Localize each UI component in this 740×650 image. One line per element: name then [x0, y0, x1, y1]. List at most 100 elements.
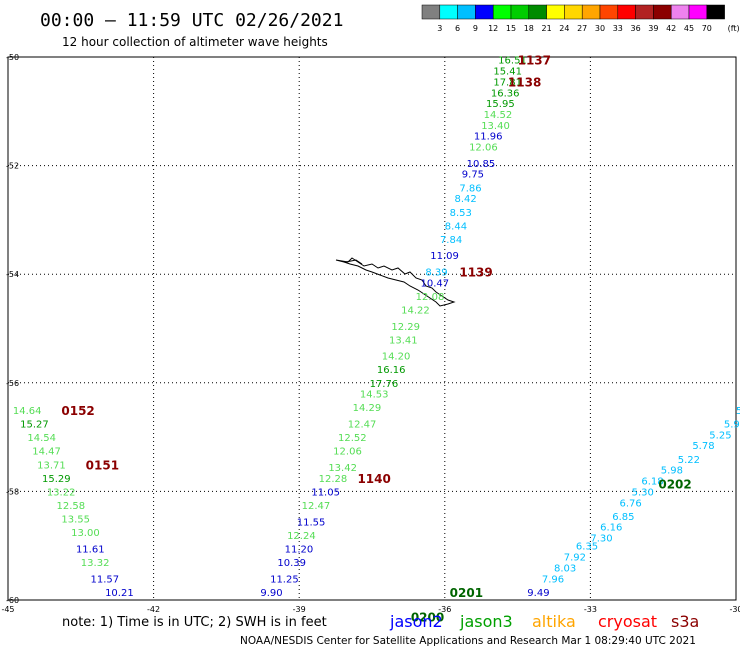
legend-swatch	[528, 4, 547, 20]
note-text: note: 1) Time is in UTC; 2) SWH is in fe…	[62, 615, 327, 630]
wave-height-label: 13.71	[37, 460, 66, 471]
wave-height-label: 14.20	[382, 352, 411, 363]
wave-height-label: 11.25	[270, 574, 299, 585]
legend-swatch	[617, 4, 636, 20]
wave-height-label: 5.78	[692, 441, 714, 452]
wave-height-label: 12.47	[348, 420, 377, 431]
satellite-name-jason2: jason2	[389, 612, 443, 631]
wave-height-label: 12.58	[57, 501, 86, 512]
legend-swatch	[439, 4, 458, 20]
wave-height-label: 12.06	[469, 143, 498, 154]
wave-height-label: 5.97	[724, 420, 740, 431]
legend-tick-label: 70	[702, 24, 712, 33]
wave-height-label: 7.84	[440, 235, 462, 246]
wave-height-label: 13.41	[389, 335, 418, 346]
wave-height-label: 9.90	[260, 588, 282, 599]
wave-height-label: 6.76	[620, 498, 642, 509]
wave-height-label: 7.86	[459, 183, 481, 194]
legend-tick-label: 9	[473, 24, 478, 33]
wave-height-label: 6.16	[600, 523, 622, 534]
wave-height-label: 13.22	[47, 487, 76, 498]
legend-tick-label: 36	[631, 24, 641, 33]
x-tick-label: -33	[584, 605, 597, 614]
wave-height-label: 5.22	[678, 455, 700, 466]
pass-time-labels: 1137 1138 1139 1140 0151 0152 0202 0201 0200	[61, 54, 691, 625]
wave-height-label: 5.25	[709, 430, 731, 441]
wave-height-label: 11.61	[76, 544, 105, 555]
satellite-legend: jason2 jason3 altika cryosat s3a	[389, 612, 699, 631]
satellite-name-s3a: s3a	[671, 612, 699, 631]
wave-height-points: 16.5115.4117.8116.3615.9514.5213.4011.96…	[13, 56, 740, 599]
wave-height-label: 6.35	[576, 542, 598, 553]
wave-height-label: 13.40	[481, 121, 510, 132]
legend-tick-label: 21	[542, 24, 552, 33]
satellite-name-jason3: jason3	[459, 612, 513, 631]
wave-height-label: 10.47	[421, 278, 450, 289]
legend-tick-label: 33	[613, 24, 623, 33]
legend-swatch	[581, 4, 601, 20]
legend-swatch	[475, 4, 494, 20]
wave-height-label: 14.22	[401, 305, 430, 316]
y-tick-label: -56	[6, 379, 19, 388]
x-tick-label: -36	[438, 605, 451, 614]
pass-time-label: 1140	[357, 472, 390, 486]
legend-swatch	[635, 4, 654, 20]
wave-height-label: 8.53	[450, 208, 472, 219]
legend-tick-label: 42	[666, 24, 676, 33]
wave-height-label: 11.96	[474, 132, 503, 143]
legend-unit-label: (ft)	[728, 24, 740, 33]
wave-height-label: 5.30	[632, 487, 654, 498]
y-tick-label: -54	[6, 270, 19, 279]
wave-height-label: 8.44	[445, 221, 467, 232]
wave-height-label: 5	[736, 406, 740, 417]
wave-height-label: 8.03	[554, 563, 576, 574]
wave-height-label: 13.42	[328, 463, 357, 474]
wave-height-label: 14.52	[484, 110, 513, 121]
pass-time-label: 1137	[518, 54, 551, 68]
pass-time-label: 0201	[450, 586, 483, 600]
pass-time-label: 0200	[411, 610, 444, 624]
wave-height-label: 13.00	[71, 528, 100, 539]
legend-swatch	[706, 4, 725, 20]
pass-time-label: 1139	[459, 265, 492, 279]
legend-swatch	[492, 4, 512, 20]
legend-tick-label: 15	[506, 24, 516, 33]
wave-height-label: 11.05	[311, 487, 340, 498]
footer-text: NOAA/NESDIS Center for Satellite Applica…	[240, 635, 696, 647]
wave-height-label: 10.39	[277, 558, 306, 569]
wave-height-label: 12.52	[338, 433, 367, 444]
pass-time-label: 0202	[658, 477, 691, 491]
x-tick-label: -39	[293, 605, 306, 614]
wave-height-label: 16.36	[491, 88, 520, 99]
pass-time-label: 0151	[86, 458, 119, 472]
wave-height-label: 14.54	[27, 433, 56, 444]
wave-height-label: 16.16	[377, 365, 406, 376]
wave-height-label: 13.32	[81, 558, 110, 569]
y-tick-label: -58	[6, 487, 19, 496]
wave-height-label: 12.08	[416, 292, 445, 303]
wave-height-label: 14.47	[32, 447, 61, 458]
legend-swatch	[564, 4, 583, 20]
wave-height-label: 17.81	[493, 77, 522, 88]
wave-height-label: 8.42	[455, 194, 477, 205]
wave-height-label: 10.21	[105, 588, 134, 599]
wave-height-label: 15.95	[486, 99, 515, 110]
wave-height-label: 6.85	[612, 512, 634, 523]
legend-swatch	[670, 4, 690, 20]
wave-height-label: 15.29	[42, 474, 71, 485]
wave-height-label: 8.39	[425, 267, 447, 278]
legend-swatch	[546, 4, 565, 20]
x-tick-label: -45	[1, 605, 14, 614]
island-west-cape	[345, 259, 363, 265]
wave-height-label: 11.55	[297, 517, 326, 528]
legend-tick-label: 27	[577, 24, 587, 33]
wave-height-label: 15.27	[20, 420, 49, 431]
wave-height-label: 14.29	[353, 403, 382, 414]
chart-subtitle: 12 hour collection of altimeter wave hei…	[62, 35, 328, 49]
legend-swatch	[510, 4, 530, 20]
wave-height-label: 7.96	[542, 574, 564, 585]
legend-tick-label: 30	[595, 24, 605, 33]
y-tick-label: -50	[6, 53, 19, 62]
south-georgia-coastline	[335, 257, 456, 307]
